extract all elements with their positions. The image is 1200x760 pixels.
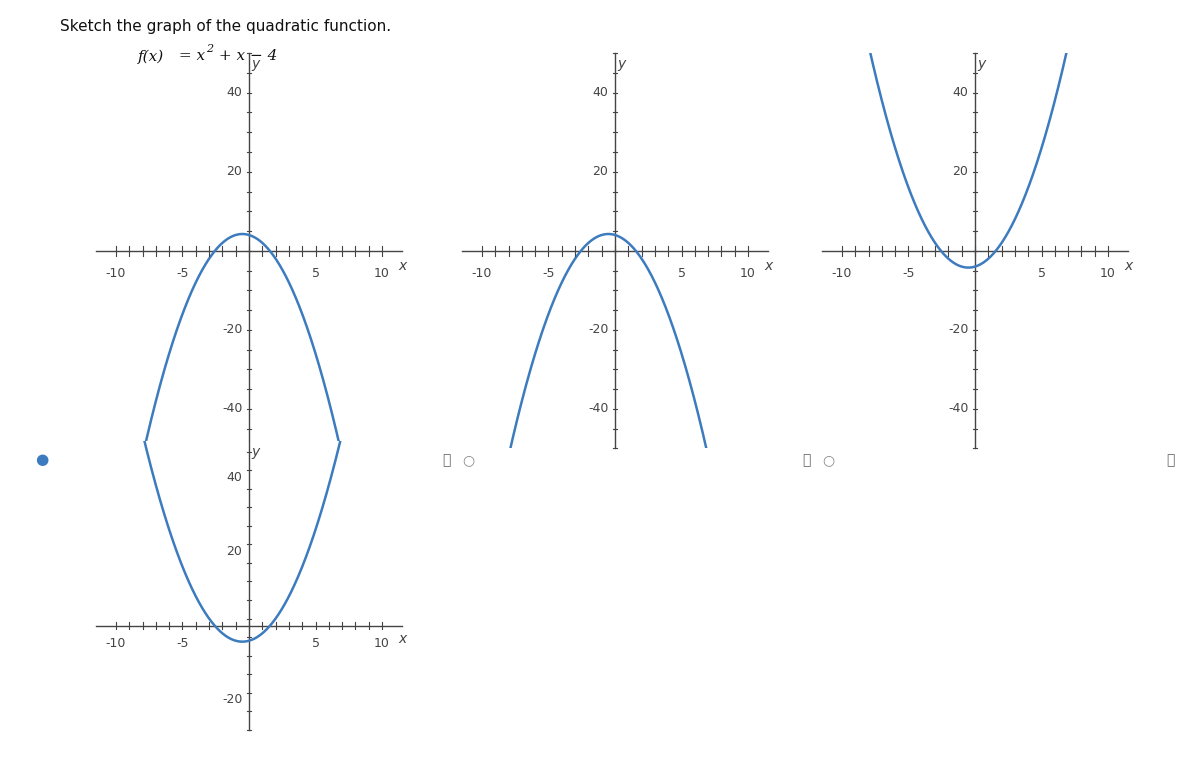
Text: 20: 20 — [227, 165, 242, 179]
Text: ○: ○ — [822, 453, 834, 467]
Text: -10: -10 — [106, 638, 126, 651]
Text: -40: -40 — [948, 402, 968, 416]
Text: 20: 20 — [227, 546, 242, 559]
Text: -5: -5 — [176, 267, 188, 280]
Text: y: y — [251, 445, 259, 458]
Text: x: x — [398, 632, 407, 646]
Text: 20: 20 — [953, 165, 968, 179]
Text: 40: 40 — [593, 86, 608, 100]
Text: y: y — [251, 57, 259, 71]
Text: 10: 10 — [1100, 267, 1116, 280]
Text: -20: -20 — [588, 323, 608, 337]
Text: x: x — [398, 258, 407, 273]
Text: f(x): f(x) — [138, 49, 164, 64]
Text: 5: 5 — [312, 267, 319, 280]
Text: 5: 5 — [312, 638, 319, 651]
Text: 40: 40 — [227, 86, 242, 100]
Text: -40: -40 — [222, 402, 242, 416]
Text: 10: 10 — [374, 267, 390, 280]
Text: y: y — [617, 57, 625, 71]
Text: 10: 10 — [740, 267, 756, 280]
Text: 20: 20 — [593, 165, 608, 179]
Text: -5: -5 — [542, 267, 554, 280]
Text: ⓘ: ⓘ — [443, 453, 450, 467]
Text: -20: -20 — [948, 323, 968, 337]
Text: Sketch the graph of the quadratic function.: Sketch the graph of the quadratic functi… — [60, 19, 391, 34]
Text: x: x — [764, 258, 773, 273]
Text: -5: -5 — [902, 267, 914, 280]
Text: ⓘ: ⓘ — [1166, 453, 1174, 467]
Text: ●: ● — [35, 452, 49, 467]
Text: -10: -10 — [472, 267, 492, 280]
Text: -20: -20 — [222, 693, 242, 707]
Text: 5: 5 — [1038, 267, 1045, 280]
Text: + x − 4: + x − 4 — [214, 49, 277, 63]
Text: -5: -5 — [176, 638, 188, 651]
Text: ○: ○ — [462, 453, 474, 467]
Text: 40: 40 — [953, 86, 968, 100]
Text: -20: -20 — [222, 323, 242, 337]
Text: 40: 40 — [227, 471, 242, 484]
Text: 10: 10 — [374, 638, 390, 651]
Text: x: x — [1124, 258, 1133, 273]
Text: ⓘ: ⓘ — [803, 453, 810, 467]
Text: -40: -40 — [588, 402, 608, 416]
Text: y: y — [977, 57, 985, 71]
Text: = x: = x — [174, 49, 205, 63]
Text: -10: -10 — [106, 267, 126, 280]
Text: 2: 2 — [206, 44, 214, 54]
Text: -10: -10 — [832, 267, 852, 280]
Text: 5: 5 — [678, 267, 685, 280]
